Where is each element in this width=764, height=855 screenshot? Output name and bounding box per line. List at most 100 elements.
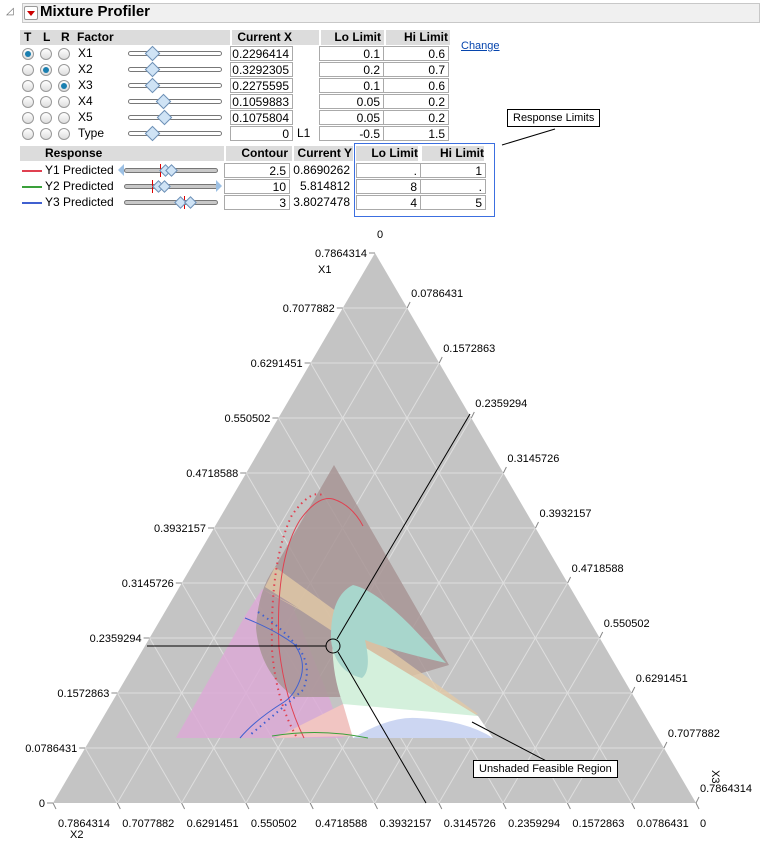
x2-tick-label: 0.1572863: [572, 818, 624, 830]
factor-slider-x1[interactable]: [128, 51, 222, 56]
tick-labels: 0 0 0.0786431 0.0786431 0.0786431 0.1572863 0.…: [25, 248, 752, 830]
col-factor: Factor: [77, 30, 114, 45]
resp-hi-limit-input[interactable]: 1: [420, 163, 486, 178]
legend-line: [22, 170, 42, 172]
lo-limit-input[interactable]: 0.1: [319, 78, 384, 93]
current-x-input[interactable]: 0.1059883: [230, 94, 293, 109]
radio-l-x1[interactable]: [40, 48, 52, 60]
radio-t-type[interactable]: [22, 128, 34, 140]
current-x-input[interactable]: 0.2275595: [230, 78, 293, 93]
response-name: Y2 Predicted: [45, 179, 114, 193]
radio-l-x2[interactable]: [40, 64, 52, 76]
current-x-input[interactable]: 0.2296414: [230, 46, 293, 61]
tick-mark: [502, 802, 507, 810]
radio-l-x3[interactable]: [40, 80, 52, 92]
factor-slider-x2[interactable]: [128, 67, 222, 72]
resp-hi-limit-input[interactable]: .: [420, 179, 486, 194]
x2-tick-label: 0: [700, 818, 706, 830]
response-name: Y1 Predicted: [45, 163, 114, 177]
radio-l-x5[interactable]: [40, 112, 52, 124]
lo-limit-input[interactable]: 0.05: [319, 94, 384, 109]
current-x-input[interactable]: 0.1075804: [230, 110, 293, 125]
radio-t-x1[interactable]: [22, 48, 34, 60]
change-link[interactable]: Change: [461, 40, 500, 52]
radio-t-x3[interactable]: [22, 80, 34, 92]
radio-l-type[interactable]: [40, 128, 52, 140]
x3-tick-label: 0.6291451: [636, 673, 688, 685]
x1-tick-label: 0.3145726: [122, 578, 174, 590]
collapse-icon[interactable]: ◿: [6, 6, 14, 17]
tick-mark: [438, 356, 443, 364]
factor-slider-type[interactable]: [128, 131, 222, 136]
hi-limit-input[interactable]: 0.2: [383, 110, 449, 125]
radio-r-x1[interactable]: [58, 48, 70, 60]
col-lo-limit: Lo Limit: [319, 30, 381, 45]
radio-l-x4[interactable]: [40, 96, 52, 108]
x2-tick-label: 0.3932157: [380, 818, 432, 830]
col-l: L: [43, 30, 51, 45]
tick-mark: [535, 521, 539, 529]
factor-slider-x5[interactable]: [128, 115, 222, 120]
radio-t-x4[interactable]: [22, 96, 34, 108]
x3-tick-label: 0.2359294: [475, 398, 527, 410]
profiler-title: Mixture Profiler: [40, 3, 151, 20]
tick-mark: [599, 631, 604, 639]
grid-line: [342, 307, 633, 804]
radio-r-x3[interactable]: [58, 80, 70, 92]
x1-tick-label: 0.3932157: [154, 523, 206, 535]
hi-limit-input[interactable]: 0.6: [383, 46, 449, 61]
contour-input[interactable]: 3: [224, 195, 290, 210]
col-current-x: Current X: [230, 30, 292, 45]
x3-tick-label: 0.3932157: [540, 508, 592, 520]
radio-r-x5[interactable]: [58, 112, 70, 124]
factor-name: X2: [78, 62, 93, 76]
radio-r-x2[interactable]: [58, 64, 70, 76]
radio-t-x2[interactable]: [22, 64, 34, 76]
tick-mark: [502, 466, 507, 474]
current-x-input[interactable]: 0: [230, 126, 293, 141]
tick-mark: [245, 802, 250, 810]
factor-slider-x3[interactable]: [128, 83, 222, 88]
hi-limit-input[interactable]: 0.6: [383, 78, 449, 93]
radio-t-x5[interactable]: [22, 112, 34, 124]
hi-limit-input[interactable]: 1.5: [383, 126, 449, 141]
blue-region: [353, 717, 493, 738]
col-resp-lo-limit: Lo Limit: [356, 146, 418, 161]
factor-slider-x4[interactable]: [128, 99, 222, 104]
col-current-y: Current Y: [292, 146, 352, 161]
x3-tick-label: 0.1572863: [443, 343, 495, 355]
red-triangle-menu-icon[interactable]: [24, 6, 38, 20]
hi-limit-input[interactable]: 0.7: [383, 62, 449, 77]
lo-limit-input[interactable]: 0.2: [319, 62, 384, 77]
hi-limit-input[interactable]: 0.2: [383, 94, 449, 109]
x3-tick-label: 0.550502: [604, 618, 650, 630]
x2-tick-label: 0.7077882: [122, 818, 174, 830]
x3-tick-label: 0.7077882: [668, 728, 720, 740]
y2-contour-line: [271, 731, 369, 739]
col-r: R: [61, 30, 70, 45]
col-t: T: [24, 30, 32, 45]
contour-input[interactable]: 2.5: [224, 163, 290, 178]
col-contour: Contour: [224, 146, 288, 161]
x1-tick-label: 0.7077882: [283, 303, 335, 315]
current-y-value: 5.814812: [299, 179, 350, 193]
contour-slider[interactable]: [124, 200, 218, 205]
col-resp-hi-limit: Hi Limit: [420, 146, 484, 161]
radio-r-x4[interactable]: [58, 96, 70, 108]
lo-limit-input[interactable]: 0.05: [319, 110, 384, 125]
hi-limit-handle[interactable]: [216, 180, 222, 192]
current-x-input[interactable]: 0.3292305: [230, 62, 293, 77]
resp-hi-limit-input[interactable]: 5: [420, 195, 486, 210]
contour-input[interactable]: 10: [224, 179, 290, 194]
x1-tick-label: 0.6291451: [251, 358, 303, 370]
tick-mark: [567, 576, 572, 584]
x2-tick-label: 0.3145726: [444, 818, 496, 830]
lo-limit-handle[interactable]: [118, 164, 124, 176]
tick-mark: [566, 802, 571, 810]
tick-mark: [309, 802, 314, 810]
tick-mark: [631, 686, 636, 694]
lo-limit-input[interactable]: -0.5: [319, 126, 384, 141]
x1-tick-label: 0.2359294: [90, 633, 142, 645]
radio-r-type[interactable]: [58, 128, 70, 140]
